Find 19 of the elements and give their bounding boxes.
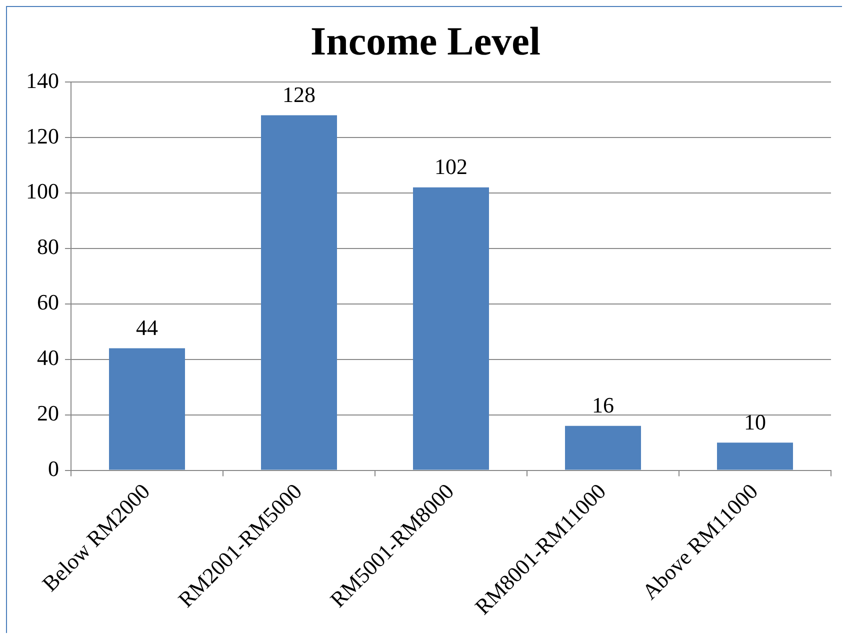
data-label: 128 (282, 82, 316, 108)
data-label: 102 (434, 154, 468, 180)
data-label: 10 (744, 409, 766, 434)
y-tick-label: 140 (26, 68, 59, 93)
bar (109, 348, 185, 470)
y-tick-label: 40 (37, 345, 59, 370)
chart-title: Income Level (310, 18, 540, 64)
data-label: 16 (592, 392, 614, 418)
y-tick-label: 120 (26, 123, 59, 148)
bar (413, 187, 489, 470)
bar (565, 426, 641, 470)
y-tick-label: 100 (26, 178, 59, 204)
bar (261, 115, 337, 470)
y-tick-label: 20 (37, 400, 59, 426)
data-label: 44 (136, 315, 158, 340)
bar (717, 442, 793, 470)
y-tick-label: 80 (37, 234, 59, 260)
y-tick-label: 60 (37, 290, 59, 315)
y-tick-label: 0 (48, 456, 59, 482)
